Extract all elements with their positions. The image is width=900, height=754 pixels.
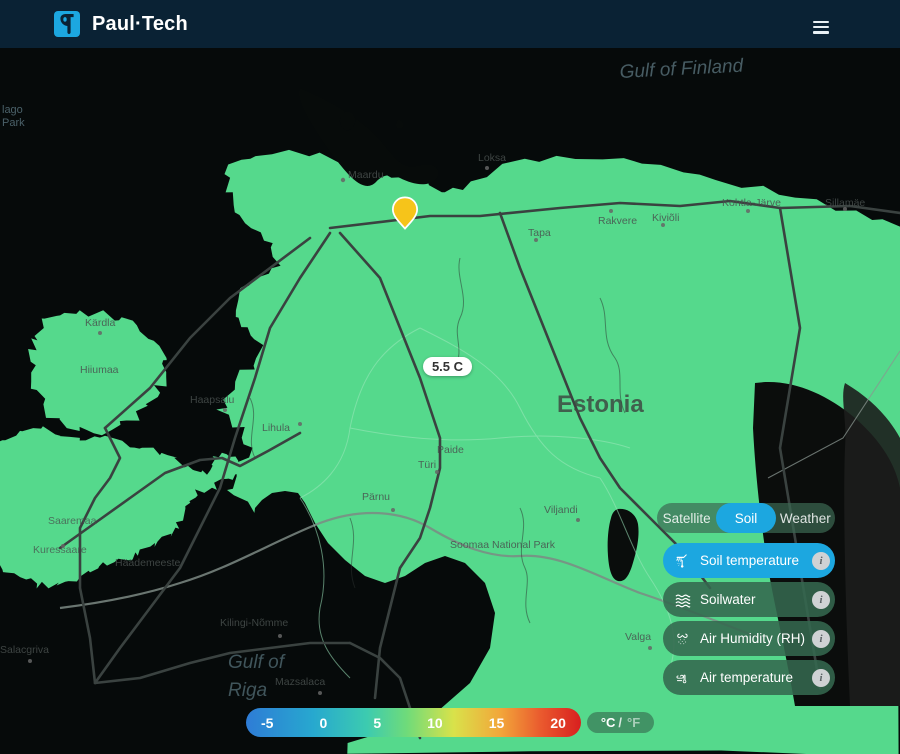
svg-text:Loksa: Loksa (478, 152, 506, 164)
svg-text:Tapa: Tapa (528, 227, 551, 239)
svg-text:Sillamäe: Sillamäe (825, 197, 865, 209)
svg-text:Mazsalaca: Mazsalaca (275, 676, 325, 688)
svg-text:Häädemeeste: Häädemeeste (115, 557, 181, 569)
svg-text:Salacgriva: Salacgriva (0, 644, 49, 656)
svg-text:Saaremaa: Saaremaa (48, 515, 97, 527)
svg-text:Gulf of: Gulf of (228, 652, 286, 673)
svg-text:lago: lago (2, 104, 23, 116)
svg-text:Pärnu: Pärnu (362, 491, 390, 503)
svg-text:Riga: Riga (228, 680, 267, 701)
svg-text:Hiiumaa: Hiiumaa (80, 364, 119, 376)
svg-text:Viljandi: Viljandi (544, 504, 578, 516)
svg-text:Haapsalu: Haapsalu (190, 394, 235, 406)
svg-text:Rakvere: Rakvere (598, 215, 637, 227)
svg-text:Kilingi-Nõmme: Kilingi-Nõmme (220, 617, 288, 629)
svg-text:Estonia: Estonia (557, 391, 644, 418)
svg-text:Gulf of Finland: Gulf of Finland (619, 55, 745, 83)
svg-text:Maardu: Maardu (348, 169, 384, 181)
svg-text:Türi: Türi (418, 459, 436, 471)
svg-text:Kuressaare: Kuressaare (33, 544, 87, 556)
svg-text:Kärdla: Kärdla (85, 317, 116, 329)
svg-text:Kohtla-Järve: Kohtla-Järve (722, 197, 781, 209)
svg-text:Kiviõli: Kiviõli (652, 212, 679, 224)
svg-text:Park: Park (2, 117, 25, 129)
svg-text:Paide: Paide (437, 444, 464, 456)
svg-text:Soomaa National Park: Soomaa National Park (450, 539, 556, 551)
svg-text:Lihula: Lihula (262, 422, 290, 434)
svg-text:Valga: Valga (625, 631, 651, 643)
